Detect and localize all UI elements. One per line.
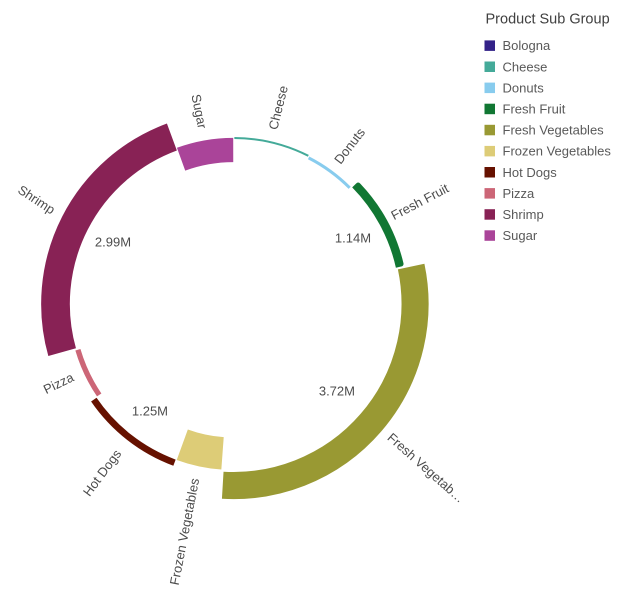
svg-text:Shrimp: Shrimp — [503, 207, 544, 222]
svg-text:1.25M: 1.25M — [132, 403, 168, 418]
svg-text:Pizza: Pizza — [503, 186, 536, 201]
svg-text:2.99M: 2.99M — [95, 234, 131, 249]
svg-text:1.14M: 1.14M — [335, 231, 371, 246]
svg-text:3.72M: 3.72M — [319, 384, 355, 399]
svg-text:Product Sub Group: Product Sub Group — [486, 12, 610, 28]
svg-text:Fresh Vegetables: Fresh Vegetables — [503, 123, 605, 138]
svg-text:Bologna: Bologna — [503, 38, 551, 53]
svg-text:Fresh Fruit: Fresh Fruit — [503, 102, 566, 117]
svg-text:Frozen Vegetables: Frozen Vegetables — [503, 144, 612, 159]
svg-text:Hot Dogs: Hot Dogs — [503, 165, 558, 180]
svg-text:Cheese: Cheese — [503, 59, 548, 74]
svg-text:Sugar: Sugar — [503, 228, 538, 243]
svg-text:Donuts: Donuts — [503, 80, 545, 95]
svg-text:Sugar: Sugar — [188, 93, 210, 131]
